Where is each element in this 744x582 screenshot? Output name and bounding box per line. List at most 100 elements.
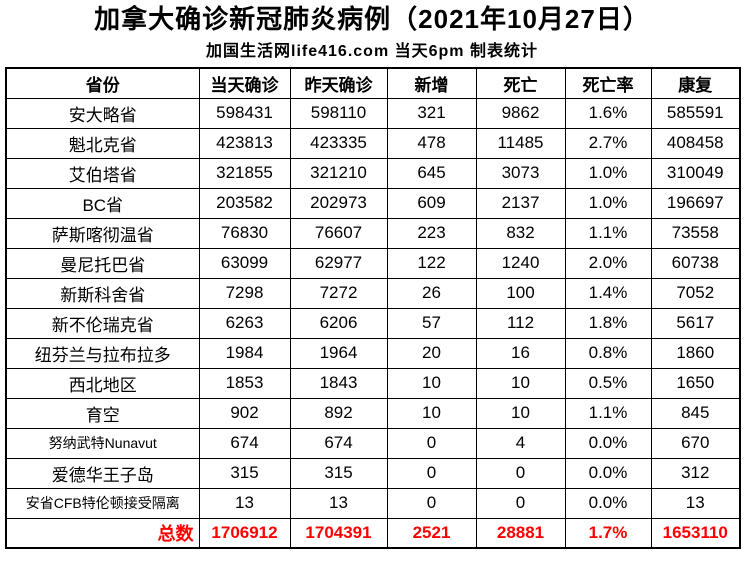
cell-province: 努纳武特Nunavut (5, 427, 200, 459)
cell-province: 新不伦瑞克省 (5, 307, 200, 339)
cell-province: 新斯科舍省 (5, 277, 200, 309)
totals-value: 1704391 (289, 517, 388, 549)
cell-value: 674 (198, 427, 291, 459)
table-row: 新不伦瑞克省 6263 6206 57 112 1.8% 5617 (5, 307, 741, 339)
totals-value: 1653110 (650, 517, 741, 549)
page-title: 加拿大确诊新冠肺炎病例（2021年10月27日） (94, 4, 650, 34)
cell-value: 223 (386, 217, 477, 249)
table-body: 安大略省 598431 598110 321 9862 1.6% 585591 魁北克省 423… (5, 97, 741, 549)
cell-value: 609 (386, 187, 477, 219)
table-row: 艾伯塔省 321855 321210 645 3073 1.0% 310049 (5, 157, 741, 189)
totals-row: 总数 1706912 1704391 2521 28881 1.7% 1653110 (5, 517, 741, 549)
cell-value: 1650 (650, 367, 741, 399)
cell-value: 63099 (198, 247, 291, 279)
column-header: 昨天确诊 (289, 67, 388, 99)
cell-value: 674 (289, 427, 388, 459)
cell-province: 爱德华王子岛 (5, 457, 200, 489)
cell-value: 13 (198, 487, 291, 519)
cell-value: 321 (386, 97, 477, 129)
cell-value: 321855 (198, 157, 291, 189)
cell-value: 203582 (198, 187, 291, 219)
cell-province: 纽芬兰与拉布拉多 (5, 337, 200, 369)
cell-value: 2.0% (564, 247, 652, 279)
cell-province: 西北地区 (5, 367, 200, 399)
table-row: 纽芬兰与拉布拉多 1984 1964 20 16 0.8% 1860 (5, 337, 741, 369)
column-header: 当天确诊 (198, 67, 291, 99)
cell-value: 1843 (289, 367, 388, 399)
cell-value: 315 (289, 457, 388, 489)
cell-value: 0 (475, 487, 566, 519)
column-header: 省份 (5, 67, 200, 99)
cell-value: 62977 (289, 247, 388, 279)
totals-value: 28881 (475, 517, 566, 549)
cell-value: 13 (650, 487, 741, 519)
cell-value: 845 (650, 397, 741, 429)
covid-stats-table: 省份 当天确诊 昨天确诊 新增 死亡 死亡率 康复 安大略省 598431 598110 321 9… (5, 67, 741, 550)
cell-value: 1.4% (564, 277, 652, 309)
cell-value: 0 (386, 457, 477, 489)
cell-province: 萨斯喀彻温省 (5, 217, 200, 249)
cell-value: 0.0% (564, 457, 652, 489)
cell-value: 312 (650, 457, 741, 489)
totals-value: 2521 (386, 517, 477, 549)
table-row: 萨斯喀彻温省 76830 76607 223 832 1.1% 73558 (5, 217, 741, 249)
table-row: 努纳武特Nunavut 674 674 0 4 0.0% 670 (5, 427, 741, 459)
cell-value: 202973 (289, 187, 388, 219)
cell-value: 4 (475, 427, 566, 459)
cell-province: 艾伯塔省 (5, 157, 200, 189)
cell-value: 0 (475, 457, 566, 489)
table-row: 新斯科舍省 7298 7272 26 100 1.4% 7052 (5, 277, 741, 309)
cell-value: 408458 (650, 127, 741, 159)
cell-value: 7298 (198, 277, 291, 309)
table-row: BC省 203582 202973 609 2137 1.0% 196697 (5, 187, 741, 219)
cell-value: 1853 (198, 367, 291, 399)
table-header-row: 省份 当天确诊 昨天确诊 新增 死亡 死亡率 康复 (5, 67, 741, 99)
cell-province: 魁北克省 (5, 127, 200, 159)
cell-value: 112 (475, 307, 566, 339)
cell-value: 7272 (289, 277, 388, 309)
cell-value: 73558 (650, 217, 741, 249)
cell-value: 10 (475, 367, 566, 399)
cell-value: 315 (198, 457, 291, 489)
column-header: 康复 (650, 67, 741, 99)
cell-value: 310049 (650, 157, 741, 189)
cell-province: 安省CFB特伦顿接受隔离 (5, 487, 200, 519)
cell-value: 10 (475, 397, 566, 429)
cell-value: 10 (386, 397, 477, 429)
cell-value: 892 (289, 397, 388, 429)
cell-value: 1240 (475, 247, 566, 279)
column-header: 新增 (386, 67, 477, 99)
cell-value: 6206 (289, 307, 388, 339)
cell-value: 2.7% (564, 127, 652, 159)
cell-value: 76830 (198, 217, 291, 249)
cell-value: 1860 (650, 337, 741, 369)
cell-value: 1.6% (564, 97, 652, 129)
cell-value: 7052 (650, 277, 741, 309)
cell-province: BC省 (5, 187, 200, 219)
cell-value: 902 (198, 397, 291, 429)
cell-value: 2137 (475, 187, 566, 219)
cell-value: 60738 (650, 247, 741, 279)
cell-value: 1.0% (564, 157, 652, 189)
column-header: 死亡 (475, 67, 566, 99)
cell-value: 645 (386, 157, 477, 189)
cell-value: 0.5% (564, 367, 652, 399)
cell-value: 321210 (289, 157, 388, 189)
table-row: 安省CFB特伦顿接受隔离 13 13 0 0 0.0% 13 (5, 487, 741, 519)
cell-value: 13 (289, 487, 388, 519)
cell-province: 育空 (5, 397, 200, 429)
cell-value: 20 (386, 337, 477, 369)
cell-value: 57 (386, 307, 477, 339)
cell-value: 832 (475, 217, 566, 249)
cell-value: 1984 (198, 337, 291, 369)
cell-value: 0.0% (564, 487, 652, 519)
cell-value: 1964 (289, 337, 388, 369)
cell-value: 9862 (475, 97, 566, 129)
cell-value: 1.8% (564, 307, 652, 339)
totals-label: 总数 (5, 517, 200, 549)
cell-value: 76607 (289, 217, 388, 249)
cell-value: 423813 (198, 127, 291, 159)
cell-value: 1.0% (564, 187, 652, 219)
cell-value: 585591 (650, 97, 741, 129)
